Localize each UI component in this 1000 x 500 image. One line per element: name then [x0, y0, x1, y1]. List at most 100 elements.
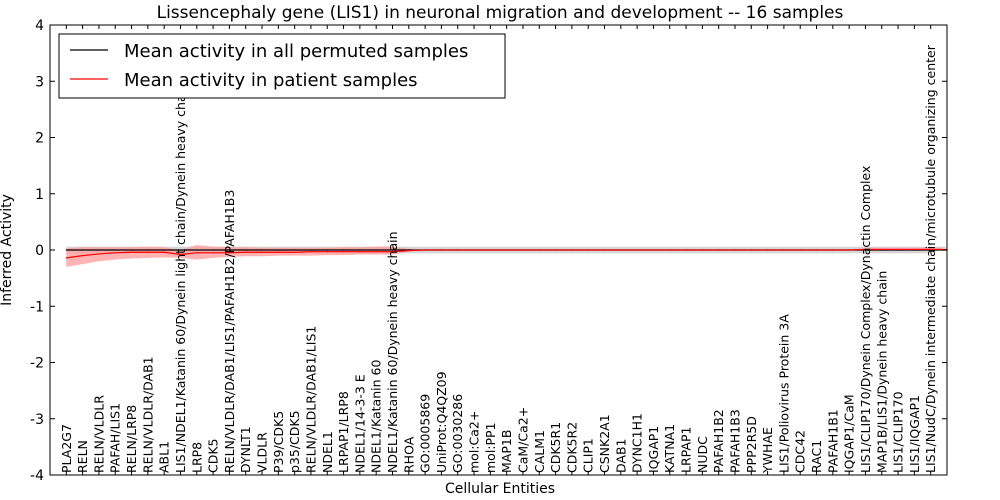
x-tick-label: P39/CDK5 — [271, 411, 286, 473]
data-point — [913, 248, 915, 251]
x-tick-label: VLDLR — [255, 432, 270, 473]
x-tick-label: PAFAH1B1 — [825, 409, 840, 473]
x-tick-label: LIS1/Poliovirus Protein 3A — [776, 314, 791, 473]
data-point — [522, 249, 524, 251]
data-point — [196, 249, 198, 251]
x-tick-label: PAFAH/LIS1 — [108, 403, 123, 473]
data-point — [326, 249, 328, 251]
x-tick-label: mol:Ca2+ — [467, 411, 482, 473]
data-point — [489, 249, 491, 251]
data-point — [65, 257, 67, 259]
x-tick-label: PAFAH1B2 — [711, 409, 726, 473]
x-tick-label: LRPAP1 — [679, 427, 694, 473]
x-tick-label: NUDC — [695, 436, 710, 473]
data-point — [359, 251, 361, 253]
x-tick-label: KATNA1 — [662, 424, 677, 473]
x-tick-label: CLIP1 — [581, 438, 596, 473]
data-point — [261, 249, 263, 251]
confidence-bands — [66, 244, 948, 267]
x-tick-label: RELN/LRP8 — [124, 405, 139, 473]
data-point — [147, 249, 149, 251]
y-tick-label: -4 — [30, 468, 44, 484]
data-point — [767, 249, 769, 251]
data-point — [310, 251, 312, 253]
data-point — [554, 249, 557, 251]
data-point — [359, 249, 361, 251]
x-tick-label: LIS1/NudC/Dynein intermediate chain/micr… — [923, 44, 938, 473]
x-axis-label: Cellular Entities — [445, 481, 555, 497]
data-point — [652, 249, 655, 251]
data-point — [277, 251, 279, 253]
data-point — [114, 252, 116, 254]
y-axis-label: Inferred Activity — [0, 194, 15, 306]
x-tick-label: RHOA — [401, 436, 416, 473]
data-point — [98, 249, 100, 251]
data-point — [212, 249, 214, 251]
y-tick-label: 4 — [35, 18, 44, 34]
legend-label-patient: Mean activity in patient samples — [124, 70, 418, 91]
data-point — [603, 249, 606, 251]
x-tick-label: NDEL1/14-3-3 E — [352, 374, 367, 473]
data-point — [750, 249, 752, 251]
data-point — [864, 248, 867, 251]
x-tick-label: DYNLT1 — [238, 426, 253, 473]
y-tick-label: 1 — [35, 187, 44, 203]
x-tick-label: mol:PP1 — [483, 422, 498, 473]
data-point — [636, 249, 638, 251]
data-point — [375, 249, 377, 251]
x-tick-label: p35/CDK5 — [287, 410, 302, 473]
data-point — [587, 249, 589, 251]
x-tick-label: LIS1/IQGAP1 — [907, 395, 922, 473]
data-point — [897, 248, 899, 251]
legend: Mean activity in all permuted samples Me… — [58, 33, 506, 99]
x-tick-label: RELN/VLDLR/DAB1/LIS1 — [303, 326, 318, 473]
data-point — [538, 249, 540, 251]
data-point — [277, 249, 279, 251]
data-point — [294, 251, 296, 253]
data-point — [326, 251, 328, 253]
data-point — [82, 249, 84, 251]
data-point — [848, 249, 850, 251]
x-tick-label: GO:0030286 — [450, 394, 465, 473]
data-point — [179, 249, 182, 251]
x-tick-label: RELN/VLDLR/DAB1 — [140, 356, 155, 473]
y-axis-ticks: -4 -3 -2 -1 0 1 2 3 4 — [30, 18, 947, 484]
data-point — [457, 249, 459, 251]
data-point — [163, 251, 165, 253]
x-tick-label: LIS1/CLIP170 — [891, 391, 906, 473]
data-point — [424, 249, 426, 251]
x-tick-label: PAFAH1B3 — [727, 409, 742, 473]
legend-label-permuted: Mean activity in all permuted samples — [124, 41, 468, 62]
data-point — [391, 251, 394, 253]
x-tick-label: NDEL1/Katanin 60/Dynein heavy chain — [385, 231, 400, 473]
data-point — [408, 249, 410, 252]
data-point — [261, 251, 263, 253]
data-point — [375, 251, 377, 253]
legend-box — [58, 33, 506, 99]
x-tick-label: CDK5R2 — [564, 422, 579, 473]
data-point — [179, 253, 182, 256]
data-point — [163, 249, 165, 251]
y-tick-label: -1 — [30, 299, 44, 315]
data-point — [391, 249, 394, 251]
x-tick-label: CDC42 — [793, 430, 808, 473]
data-point — [228, 252, 230, 254]
data-point — [473, 249, 475, 251]
x-tick-label: MAP1B/LIS1/Dynein heavy chain — [874, 271, 889, 473]
y-tick-label: 0 — [35, 243, 44, 259]
x-tick-label: UniProt:Q4QZ09 — [434, 371, 449, 473]
data-point — [881, 248, 883, 251]
x-tick-label: IQGAP1 — [646, 426, 661, 473]
y-tick-label: -3 — [30, 412, 44, 428]
x-tick-label: MAP1B — [499, 430, 514, 473]
data-point — [245, 249, 247, 251]
data-point — [783, 249, 785, 251]
data-point — [440, 249, 443, 251]
data-point — [342, 249, 345, 251]
y-tick-label: 2 — [35, 131, 44, 147]
x-tick-label: RAC1 — [809, 440, 824, 473]
data-point — [701, 249, 703, 251]
data-point — [65, 249, 67, 251]
x-tick-label: RELN/VLDLR/DAB1/LIS1/PAFAH1B2/PAFAH1B3 — [222, 190, 237, 473]
